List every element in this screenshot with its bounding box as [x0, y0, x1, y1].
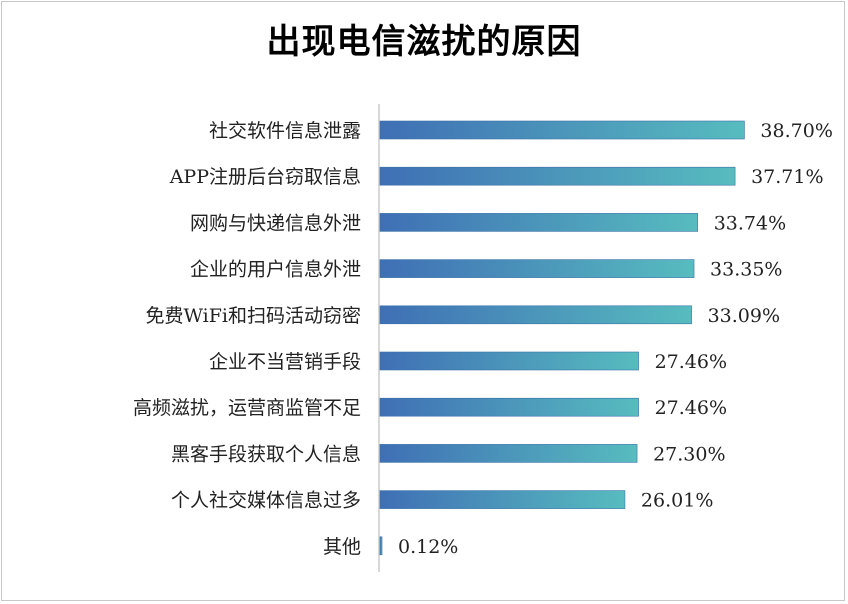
bar: [379, 536, 383, 556]
category-label: 个人社交媒体信息过多: [171, 490, 361, 512]
bar: [379, 259, 695, 278]
category-label: APP注册后台窃取信息: [169, 166, 361, 188]
data-label: 38.70%: [760, 120, 832, 142]
data-label: 37.71%: [751, 166, 823, 188]
chart-title: 出现电信滋扰的原因: [266, 22, 582, 62]
category-label: 企业的用户信息外泄: [190, 259, 361, 281]
data-label: 33.74%: [714, 212, 786, 234]
bar: [379, 213, 699, 232]
category-label: 其他: [323, 536, 361, 558]
bar: [379, 397, 639, 417]
data-label: 26.01%: [641, 490, 713, 512]
data-label: 27.30%: [653, 443, 725, 465]
data-label: 27.46%: [655, 397, 727, 419]
data-label: 33.35%: [710, 259, 782, 281]
data-label: 27.46%: [655, 351, 727, 373]
category-label: 黑客手段获取个人信息: [171, 443, 361, 465]
bar: [379, 444, 638, 463]
category-label: 企业不当营销手段: [209, 351, 361, 373]
data-label: 0.12%: [398, 536, 458, 558]
bar: [379, 351, 639, 371]
data-label: 33.09%: [708, 305, 780, 327]
bar: [379, 166, 736, 186]
category-label: 社交软件信息泄露: [209, 120, 361, 142]
category-label: 网购与快递信息外泄: [190, 212, 361, 234]
bar: [379, 305, 692, 325]
bar: [379, 490, 626, 509]
bar: [379, 120, 745, 140]
category-label: 免费WiFi和扫码活动窃密: [145, 305, 361, 327]
category-label: 高频滋扰，运营商监管不足: [133, 397, 361, 419]
